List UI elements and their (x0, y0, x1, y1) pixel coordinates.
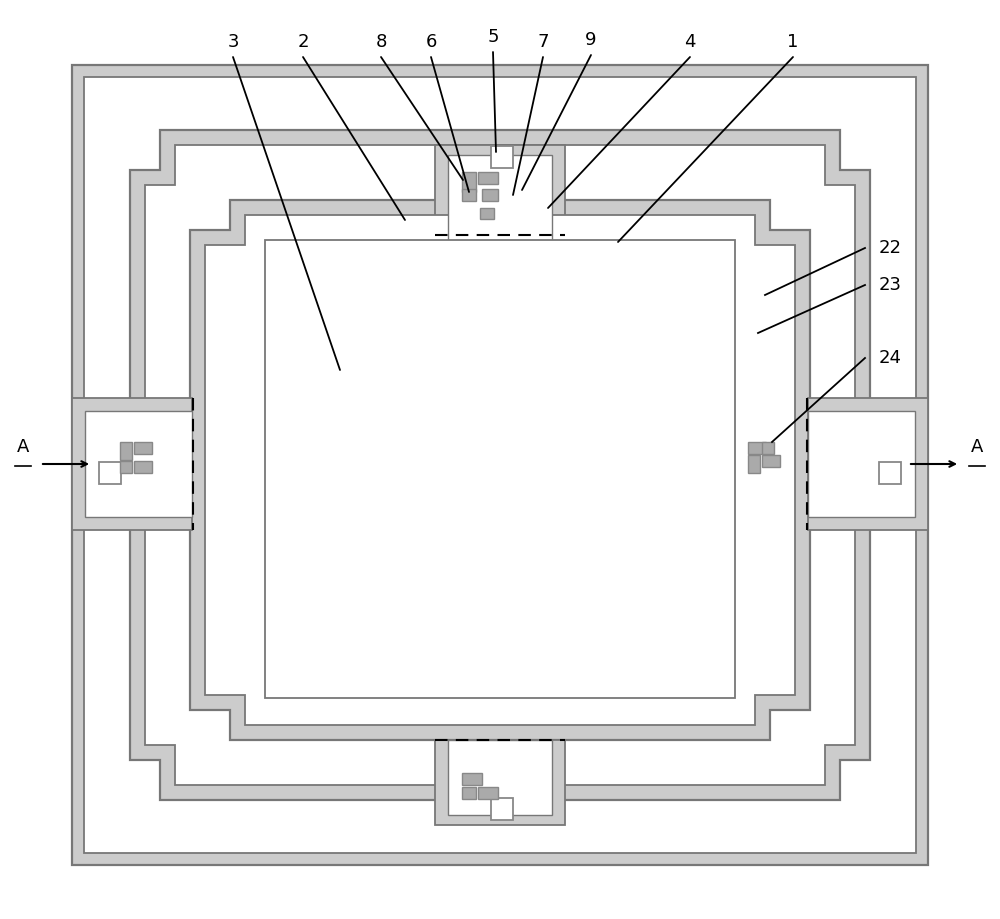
Bar (462, 787, 476, 799)
Bar (491, 146, 513, 168)
Text: A: A (17, 438, 29, 456)
Text: 24: 24 (879, 349, 902, 367)
Bar (448, 740, 552, 815)
Bar (808, 398, 928, 530)
Bar (491, 798, 513, 820)
Bar (435, 740, 565, 825)
Bar (120, 461, 132, 473)
Bar (85, 411, 192, 517)
Bar (134, 461, 152, 473)
Polygon shape (145, 145, 855, 785)
Bar (762, 442, 774, 454)
Bar (482, 189, 498, 201)
Bar (72, 65, 928, 865)
Text: 6: 6 (425, 33, 437, 51)
Text: 22: 22 (879, 239, 902, 257)
Bar (808, 411, 915, 517)
Bar (748, 455, 760, 473)
Text: 5: 5 (487, 28, 499, 46)
Bar (879, 462, 901, 484)
Bar (120, 442, 132, 460)
Bar (480, 208, 494, 219)
Bar (462, 172, 476, 192)
Polygon shape (205, 215, 795, 725)
Bar (448, 155, 552, 242)
Text: 23: 23 (879, 276, 902, 294)
Bar (265, 240, 735, 698)
Bar (99, 462, 121, 484)
Bar (134, 442, 152, 454)
Bar (72, 398, 192, 530)
Text: 3: 3 (227, 33, 239, 51)
Bar (462, 773, 482, 785)
Polygon shape (130, 130, 870, 800)
Bar (762, 455, 780, 467)
Text: 1: 1 (787, 33, 799, 51)
Bar (748, 442, 766, 454)
Text: 4: 4 (684, 33, 696, 51)
Text: 7: 7 (537, 33, 549, 51)
Text: A: A (971, 438, 983, 456)
Bar (478, 172, 498, 184)
Text: 2: 2 (297, 33, 309, 51)
Text: 9: 9 (585, 31, 597, 49)
Polygon shape (190, 200, 810, 740)
Bar (84, 77, 916, 853)
Bar (478, 787, 498, 799)
Bar (435, 145, 565, 235)
Text: 8: 8 (375, 33, 387, 51)
Bar (462, 189, 476, 201)
